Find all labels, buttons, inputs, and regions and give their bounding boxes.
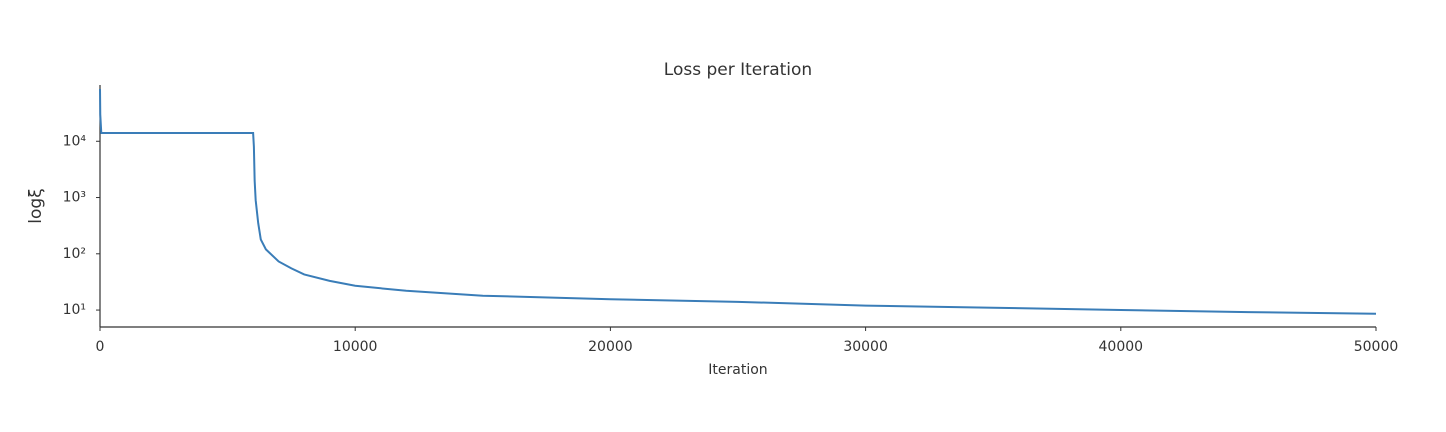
chart-title: Loss per Iteration [664,60,812,80]
x-tick-label: 0 [96,339,105,355]
y-axis-label: logξ [26,188,46,223]
x-tick-label: 10000 [333,339,378,355]
x-tick-label: 20000 [588,339,633,355]
y-tick-label: 10³ [63,190,86,206]
x-tick-label: 50000 [1354,339,1399,355]
y-tick-label: 10¹ [63,302,86,318]
line-series [99,88,1377,315]
y-tick-label: 10² [63,246,86,262]
y-tick-label: 10⁴ [63,133,87,149]
x-axis-label: Iteration [708,362,767,378]
x-tick-label: 40000 [1099,339,1144,355]
x-tick-label: 30000 [843,339,888,355]
